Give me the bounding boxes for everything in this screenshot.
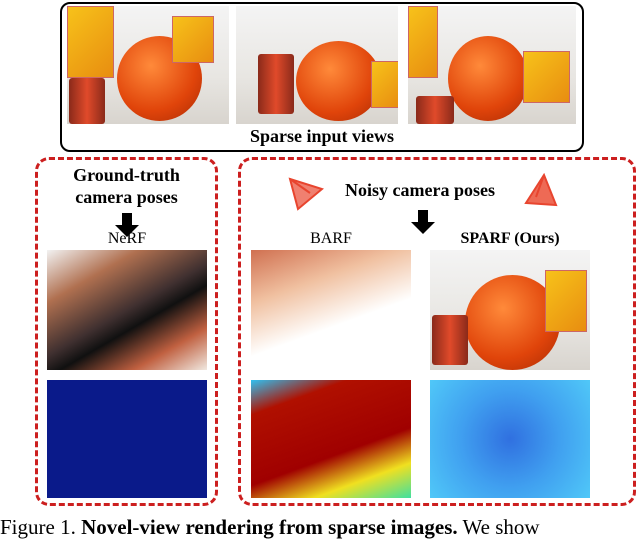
caption-prefix: Figure 1. (0, 515, 76, 539)
noisy-poses-panel (238, 157, 636, 506)
camera-pose-icon (524, 173, 558, 207)
input-view-2 (236, 6, 398, 124)
ground-truth-panel (35, 157, 218, 506)
input-view-3 (408, 6, 576, 124)
barf-label: BARF (310, 230, 352, 247)
camera-pose-icon (288, 177, 324, 211)
noisy-poses-title: Noisy camera poses (345, 180, 495, 200)
title-line-2: camera poses (75, 187, 178, 207)
down-arrow-icon (411, 210, 435, 234)
input-view-1 (67, 6, 229, 124)
title-line-1: Ground-truth (73, 165, 180, 185)
barf-rendering (251, 250, 411, 370)
caption-bold: Novel-view rendering from sparse images. (81, 515, 458, 539)
barf-depth (251, 380, 411, 498)
nerf-label: NeRF (107, 230, 147, 247)
sparf-depth (430, 380, 590, 498)
figure-caption: Figure 1. Novel-view rendering from spar… (0, 515, 540, 540)
nerf-rendering (47, 250, 207, 370)
input-views-frame (60, 2, 584, 152)
sparf-rendering (430, 250, 590, 370)
caption-rest: We show (462, 515, 540, 539)
ground-truth-title: Ground-truth camera poses (35, 164, 218, 208)
sparse-input-label: Sparse input views (249, 126, 395, 146)
nerf-depth (47, 380, 207, 498)
sparf-label: SPARF (Ours) (460, 230, 560, 247)
down-arrow-icon (115, 213, 139, 237)
